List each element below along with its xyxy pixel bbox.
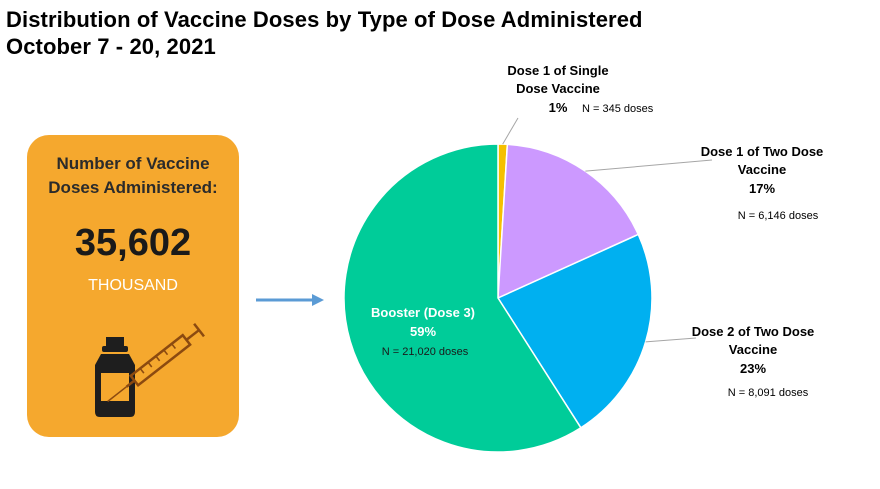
- dose2-count: N = 8,091 doses: [728, 387, 809, 399]
- dose1-label-line-1: Dose 1 of Two Dose: [701, 144, 824, 159]
- dose1-percent: 17%: [749, 181, 775, 196]
- dose1-count: N = 6,146 doses: [738, 210, 819, 222]
- slice-label-dose2-two-dose: Dose 2 of Two Dose Vaccine 23% N = 8,091…: [692, 324, 815, 399]
- single-dose-count: N = 345 doses: [582, 103, 654, 115]
- chart-title: Distribution of Vaccine Doses by Type of…: [6, 6, 643, 60]
- slice-label-dose1-two-dose: Dose 1 of Two Dose Vaccine 17% N = 6,146…: [701, 144, 824, 222]
- single-dose-label-line-1: Dose 1 of Single: [507, 63, 608, 78]
- pie-slice-dose1-two-dose: [497, 143, 640, 300]
- leader-line-single-dose: [502, 117, 519, 145]
- single-dose-percent: 1%: [549, 100, 568, 115]
- summary-label: Number of Vaccine Doses Administered:: [27, 152, 239, 200]
- pie-slices: [343, 143, 653, 453]
- right-arrow-icon: [256, 294, 324, 306]
- booster-label: Booster (Dose 3): [371, 305, 475, 320]
- leader-line-dose2-two-dose: [645, 337, 697, 343]
- summary-value: 35,602: [74, 222, 192, 264]
- leader-lines: [502, 117, 713, 343]
- leader-line-dose1-two-dose: [585, 159, 713, 172]
- dose1-label-line-2: Vaccine: [738, 162, 786, 177]
- booster-percent: 59%: [410, 324, 436, 339]
- summary-label-line-1: Number of Vaccine: [56, 154, 210, 173]
- pie-slice-booster: [343, 143, 582, 453]
- dose2-label-line-1: Dose 2 of Two Dose: [692, 324, 815, 339]
- doses-summary-card: Number of Vaccine Doses Administered: 35…: [27, 135, 239, 437]
- single-dose-label-line-2: Dose Vaccine: [516, 81, 600, 96]
- title-line-2: October 7 - 20, 2021: [6, 34, 216, 59]
- slice-label-single-dose: Dose 1 of Single Dose Vaccine 1% N = 345…: [507, 63, 653, 115]
- dose2-label-line-2: Vaccine: [729, 342, 777, 357]
- title-line-1: Distribution of Vaccine Doses by Type of…: [6, 7, 643, 32]
- slice-label-booster: Booster (Dose 3) 59% N = 21,020 doses: [371, 305, 475, 358]
- summary-unit: THOUSAND: [88, 277, 178, 294]
- summary-label-line-2: Doses Administered:: [48, 178, 218, 197]
- booster-count: N = 21,020 doses: [382, 346, 469, 358]
- dose2-percent: 23%: [740, 361, 766, 376]
- pie-slice-dose2-two-dose: [496, 233, 653, 429]
- vaccine-vial-syringe-icon: [95, 322, 205, 417]
